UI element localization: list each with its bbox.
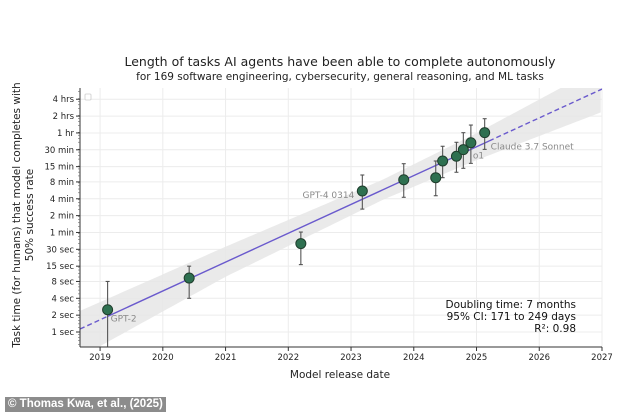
- trend-line: [107, 140, 490, 317]
- y-tick-label: 8 min: [50, 178, 74, 188]
- x-tick-label: 2021: [215, 353, 237, 363]
- y-tick-label: 1 hr: [57, 129, 74, 139]
- point-label: o1: [473, 152, 484, 162]
- y-tick-label: 1 sec: [52, 328, 75, 338]
- y-axis-label-line2: 50% success rate: [24, 169, 36, 261]
- y-tick-label: 30 sec: [46, 245, 74, 255]
- x-tick-label: 2025: [466, 353, 488, 363]
- y-tick-label: 30 min: [44, 146, 74, 156]
- data-point: [465, 137, 477, 149]
- data-point: [479, 127, 491, 139]
- plot-area: GPT-2 GPT-4 0314 o1 Claude 3.7 Sonnet 4 hrs 2…: [44, 88, 613, 363]
- x-tick-label: 2027: [591, 353, 613, 363]
- trend-line-extrapolated-past: [80, 315, 108, 330]
- trend-line-extrapolated-future: [488, 88, 602, 142]
- y-tick-label: 15 sec: [46, 262, 74, 272]
- stats-annotation: Doubling time: 7 months 95% CI: 171 to 2…: [446, 299, 577, 335]
- y-tick-label: 4 sec: [52, 294, 75, 304]
- chart-subtitle: for 169 software engineering, cybersecur…: [136, 71, 544, 83]
- y-tick-label: 4 min: [50, 195, 74, 205]
- y-tick-label: 1 min: [50, 228, 74, 238]
- data-point: [457, 144, 469, 156]
- doubling-time: Doubling time: 7 months: [446, 299, 577, 311]
- y-tick-label: 2 sec: [52, 311, 75, 321]
- x-tick-label: 2019: [89, 353, 111, 363]
- point-label: GPT-2: [111, 315, 137, 325]
- x-tick-label: 2022: [277, 353, 299, 363]
- y-tick-label: 2 min: [50, 212, 74, 222]
- confidence-interval: 95% CI: 171 to 249 days: [447, 311, 576, 323]
- data-point: [430, 172, 442, 184]
- data-point: [437, 155, 449, 167]
- image-credit: © Thomas Kwa, et al., (2025): [5, 397, 166, 412]
- x-tick-label: 2024: [403, 353, 425, 363]
- y-axis-label-line1: Task time (for humans) that model comple…: [11, 82, 23, 348]
- y-axis-label: Task time (for humans) that model comple…: [11, 82, 36, 348]
- r-squared: R²: 0.98: [534, 323, 576, 335]
- legend-box: [84, 93, 92, 101]
- data-point: [183, 272, 195, 284]
- data-point: [398, 174, 410, 186]
- x-tick-label: 2020: [152, 353, 174, 363]
- data-point: [356, 185, 368, 197]
- y-tick-label: 15 min: [44, 163, 74, 173]
- x-tick-label: 2023: [340, 353, 362, 363]
- x-tick-label: 2026: [528, 353, 550, 363]
- data-point: [295, 238, 307, 250]
- data-point: [102, 304, 114, 316]
- point-label: GPT-4 0314: [303, 191, 355, 201]
- point-label: Claude 3.7 Sonnet: [491, 143, 574, 153]
- y-tick-label: 2 hrs: [53, 112, 75, 122]
- x-axis-label: Model release date: [290, 369, 390, 381]
- data-point: [450, 150, 462, 162]
- y-tick-label: 4 hrs: [53, 95, 75, 105]
- chart-title: Length of tasks AI agents have been able…: [124, 54, 556, 69]
- y-tick-label: 8 sec: [52, 277, 75, 287]
